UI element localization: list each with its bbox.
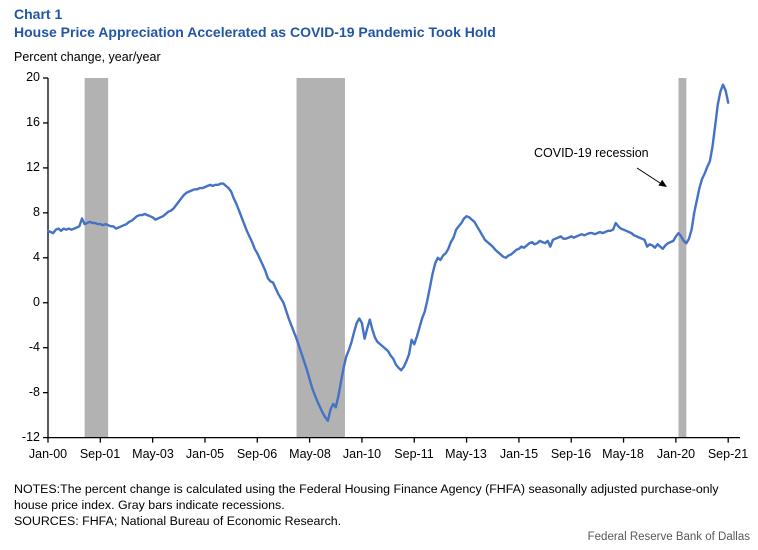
notes-block: NOTES:The percent change is calculated u… <box>14 481 720 529</box>
x-tick-label: May-08 <box>289 447 331 461</box>
x-tick-label: Jan-05 <box>185 447 225 461</box>
axis-lines <box>47 78 740 439</box>
chart-number: Chart 1 <box>14 6 63 22</box>
x-tick-label: Sep-11 <box>394 447 434 461</box>
x-tick-label: May-13 <box>445 447 487 461</box>
y-tick-label: 16 <box>26 115 40 129</box>
recession-bar <box>678 78 687 438</box>
x-tick-label: Jan-10 <box>342 447 382 461</box>
x-tick-label: Sep-21 <box>707 447 749 461</box>
y-tick-label: 12 <box>26 160 40 174</box>
y-tick-label: 4 <box>33 250 40 264</box>
annotation-arrow <box>636 167 667 187</box>
notes-text: NOTES:The percent change is calculated u… <box>14 482 719 512</box>
y-tick-label: -4 <box>28 340 40 354</box>
y-tick-label: -12 <box>21 430 40 444</box>
y-tick-label: 20 <box>26 70 40 84</box>
generated-chart-layers <box>43 77 740 443</box>
x-tick-label: May-18 <box>602 447 644 461</box>
x-tick-label: May-03 <box>132 447 174 461</box>
sources-text: SOURCES: FHFA; National Bureau of Econom… <box>14 514 342 528</box>
x-tick-label: Jan-00 <box>28 447 68 461</box>
covid-recession-annotation: COVID-19 recession <box>534 146 649 160</box>
y-axis-caption: Percent change, year/year <box>14 50 161 64</box>
publisher-brand: Federal Reserve Bank of Dallas <box>587 531 750 543</box>
x-tick-label: Jan-20 <box>656 447 696 461</box>
y-tick-label: 0 <box>33 295 40 309</box>
recession-bar <box>84 78 109 438</box>
y-tick-label: -8 <box>28 385 40 399</box>
x-tick-label: Sep-01 <box>79 447 121 461</box>
chart-title: House Price Appreciation Accelerated as … <box>14 24 496 40</box>
y-tick-label: 8 <box>33 205 40 219</box>
house-price-line <box>46 83 730 422</box>
x-tick-label: Jan-15 <box>499 447 539 461</box>
x-tick-label: Sep-06 <box>236 447 278 461</box>
x-tick-label: Sep-16 <box>550 447 592 461</box>
recession-bar <box>296 78 345 438</box>
